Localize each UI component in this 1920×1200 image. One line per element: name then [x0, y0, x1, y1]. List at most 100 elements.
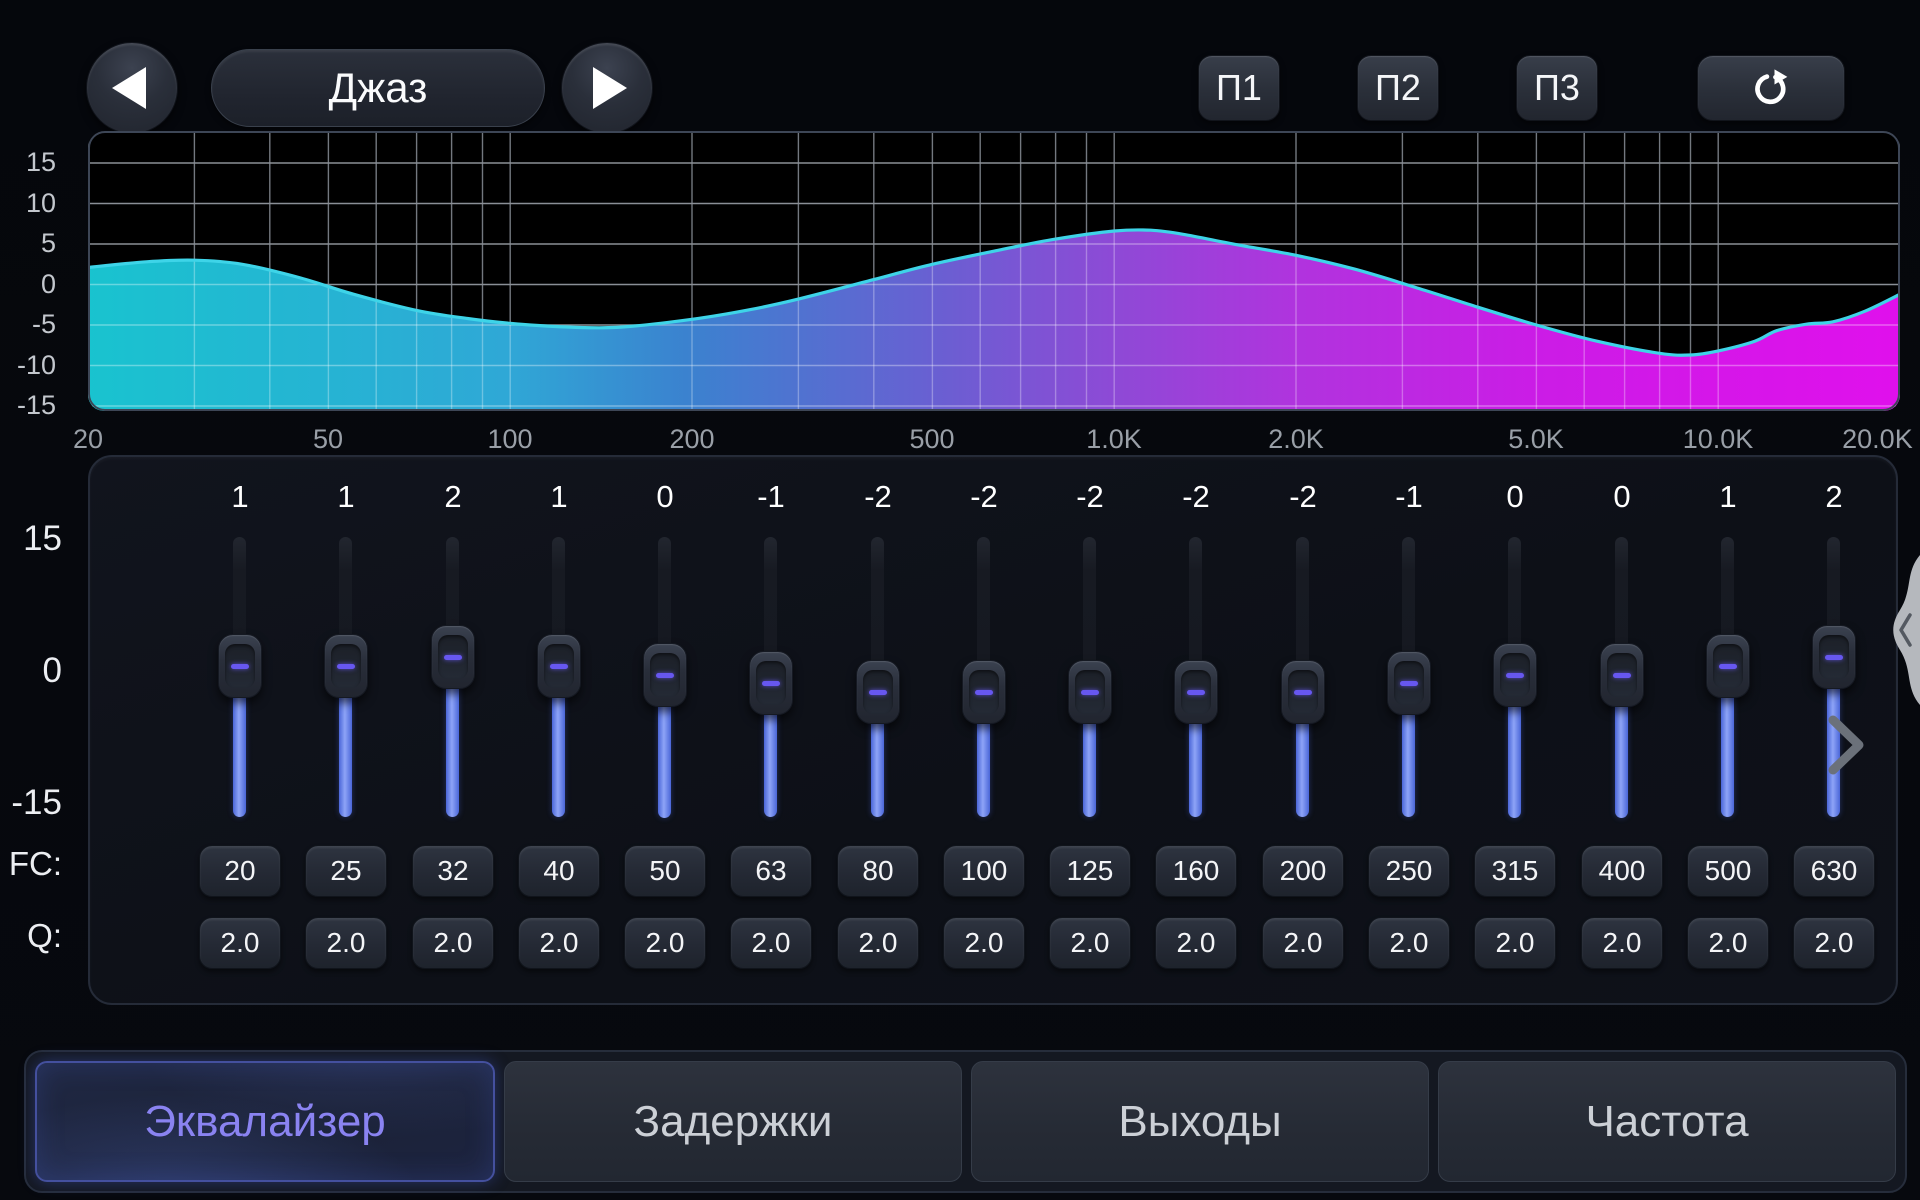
- band-fc-chip[interactable]: 32: [412, 845, 494, 897]
- band-q-chip[interactable]: 2.0: [199, 917, 281, 969]
- preset-slot-button-2[interactable]: П2: [1357, 55, 1439, 121]
- graph-y-tick: -5: [31, 309, 56, 339]
- tab-Частота[interactable]: Частота: [1438, 1061, 1896, 1182]
- band-fc-chip[interactable]: 400: [1581, 845, 1663, 897]
- band-q-chip[interactable]: 2.0: [518, 917, 600, 969]
- band-gain-slider[interactable]: [1675, 537, 1781, 817]
- graph-y-tick: -15: [16, 390, 56, 420]
- band-q-chip[interactable]: 2.0: [837, 917, 919, 969]
- band-q-chip[interactable]: 2.0: [1581, 917, 1663, 969]
- tab-Эквалайзер[interactable]: Эквалайзер: [35, 1061, 495, 1182]
- eq-band-2: 1 25 2.0: [293, 457, 399, 1007]
- slider-handle[interactable]: [1706, 634, 1750, 698]
- slider-handle[interactable]: [218, 634, 262, 698]
- slider-handle[interactable]: [1068, 660, 1112, 724]
- band-gain-slider[interactable]: [1143, 537, 1249, 817]
- slider-handle[interactable]: [1387, 651, 1431, 715]
- band-gain-slider[interactable]: [1356, 537, 1462, 817]
- band-fc-chip[interactable]: 20: [199, 845, 281, 897]
- band-gain-slider[interactable]: [1462, 537, 1568, 818]
- slider-handle-dash: [656, 673, 674, 678]
- slider-fill: [552, 666, 565, 817]
- reset-button[interactable]: [1697, 55, 1845, 121]
- band-gain-slider[interactable]: [1037, 537, 1143, 817]
- slider-handle[interactable]: [1174, 660, 1218, 724]
- band-gain-value: -2: [1076, 479, 1104, 514]
- band-q-chip[interactable]: 2.0: [943, 917, 1025, 969]
- band-q-chip[interactable]: 2.0: [624, 917, 706, 969]
- band-gain-slider[interactable]: [506, 537, 612, 817]
- band-gain-slider[interactable]: [400, 537, 506, 817]
- slider-handle[interactable]: [324, 634, 368, 698]
- slider-handle[interactable]: [856, 660, 900, 724]
- band-gain-slider[interactable]: [825, 537, 931, 817]
- slider-handle[interactable]: [1600, 643, 1644, 707]
- next-preset-button[interactable]: [561, 42, 653, 134]
- band-q-chip[interactable]: 2.0: [1793, 917, 1875, 969]
- preset-name[interactable]: Джаз: [211, 49, 545, 127]
- bottom-tab-bar: Эквалайзер Задержки Выходы Частота: [24, 1050, 1907, 1193]
- band-gain-value: -2: [1182, 479, 1210, 514]
- slider-handle[interactable]: [431, 625, 475, 689]
- scroll-bands-right-button[interactable]: [1824, 712, 1868, 778]
- band-fc-chip[interactable]: 315: [1474, 845, 1556, 897]
- eq-band-9: -2 125 2.0: [1037, 457, 1143, 1007]
- preset-slot-button-3[interactable]: П3: [1516, 55, 1598, 121]
- band-fc-chip[interactable]: 125: [1049, 845, 1131, 897]
- band-fc-chip[interactable]: 63: [730, 845, 812, 897]
- band-gain-slider[interactable]: [612, 537, 718, 818]
- eq-curve-fill: [88, 229, 1900, 411]
- band-q-chip[interactable]: 2.0: [1262, 917, 1344, 969]
- band-fc-chip[interactable]: 40: [518, 845, 600, 897]
- band-fc-chip[interactable]: 25: [305, 845, 387, 897]
- slider-fill: [658, 675, 671, 818]
- tab-Задержки[interactable]: Задержки: [504, 1061, 962, 1182]
- band-fc-chip[interactable]: 160: [1155, 845, 1237, 897]
- slider-fill: [1508, 675, 1521, 818]
- slider-handle-dash: [1081, 690, 1099, 695]
- slider-handle[interactable]: [537, 634, 581, 698]
- eq-band-12: -1 250 2.0: [1356, 457, 1462, 1007]
- band-q-chip[interactable]: 2.0: [305, 917, 387, 969]
- band-q-chip[interactable]: 2.0: [1155, 917, 1237, 969]
- band-fc-chip[interactable]: 200: [1262, 845, 1344, 897]
- band-gain-value: -2: [1289, 479, 1317, 514]
- slider-handle[interactable]: [962, 660, 1006, 724]
- band-gain-slider[interactable]: [1569, 537, 1675, 818]
- slider-handle[interactable]: [749, 651, 793, 715]
- band-q-chip[interactable]: 2.0: [1687, 917, 1769, 969]
- prev-preset-button[interactable]: [86, 42, 178, 134]
- band-q-chip[interactable]: 2.0: [1474, 917, 1556, 969]
- band-gain-slider[interactable]: [293, 537, 399, 817]
- band-gain-slider[interactable]: [718, 537, 824, 817]
- band-fc-chip[interactable]: 250: [1368, 845, 1450, 897]
- band-gain-slider[interactable]: [931, 537, 1037, 817]
- band-fc-chip[interactable]: 500: [1687, 845, 1769, 897]
- band-q-chip[interactable]: 2.0: [1049, 917, 1131, 969]
- band-gain-slider[interactable]: [1250, 537, 1356, 817]
- band-q-chip[interactable]: 2.0: [412, 917, 494, 969]
- graph-y-tick: 15: [25, 147, 56, 177]
- tab-Выходы[interactable]: Выходы: [971, 1061, 1429, 1182]
- band-q-chip[interactable]: 2.0: [1368, 917, 1450, 969]
- band-fc-chip[interactable]: 100: [943, 845, 1025, 897]
- slider-handle[interactable]: [1281, 660, 1325, 724]
- slider-scale-label: -15: [11, 783, 62, 822]
- slider-handle[interactable]: [1493, 643, 1537, 707]
- slider-handle-dash: [1294, 690, 1312, 695]
- band-q-chip[interactable]: 2.0: [730, 917, 812, 969]
- side-drawer-handle[interactable]: [1888, 555, 1920, 705]
- preset-slot-button-1[interactable]: П1: [1198, 55, 1280, 121]
- band-gain-value: 1: [550, 479, 568, 514]
- slider-handle-dash: [1825, 655, 1843, 660]
- slider-handle-dash: [869, 690, 887, 695]
- slider-handle[interactable]: [1812, 625, 1856, 689]
- band-gain-slider[interactable]: [1781, 537, 1887, 817]
- slider-fill: [1402, 683, 1415, 817]
- band-fc-chip[interactable]: 630: [1793, 845, 1875, 897]
- eq-response-graph: [88, 131, 1900, 411]
- band-fc-chip[interactable]: 80: [837, 845, 919, 897]
- slider-handle[interactable]: [643, 643, 687, 707]
- band-fc-chip[interactable]: 50: [624, 845, 706, 897]
- band-gain-slider[interactable]: [187, 537, 293, 817]
